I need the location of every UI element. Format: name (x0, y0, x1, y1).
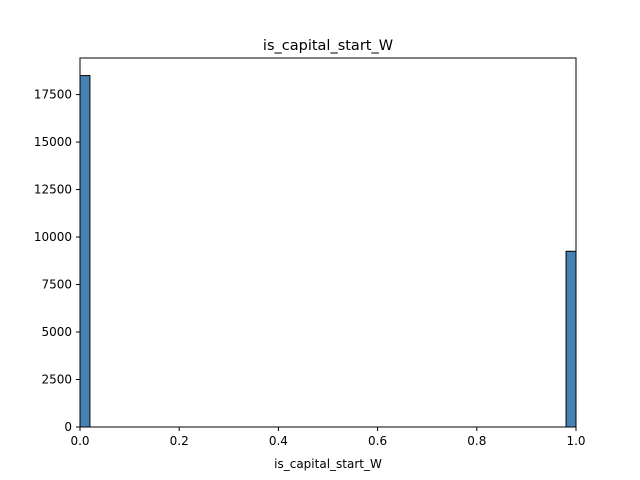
y-tick-label: 10000 (34, 230, 72, 244)
y-tick-label: 5000 (41, 325, 72, 339)
plot-frame (79, 57, 577, 428)
chart-title: is_capital_start_W (263, 38, 393, 54)
y-tick-label: 7500 (41, 278, 72, 292)
x-tick-label: 0.0 (70, 434, 89, 448)
histogram-bar-1 (565, 250, 577, 428)
y-tick-label: 2500 (41, 373, 72, 387)
x-tick-label: 1.0 (566, 434, 585, 448)
y-tick-label: 17500 (34, 88, 72, 102)
histogram-bar-0 (79, 75, 91, 428)
x-axis-label: is_capital_start_W (274, 457, 382, 471)
x-tick-label: 0.6 (368, 434, 387, 448)
histogram-bars (79, 75, 577, 428)
y-axis-ticks: 0 2500 5000 7500 10000 12500 15000 17500 (34, 88, 80, 434)
y-tick-label: 15000 (34, 135, 72, 149)
y-tick-label: 0 (64, 420, 72, 434)
y-tick-label: 12500 (34, 183, 72, 197)
x-tick-label: 0.8 (467, 434, 486, 448)
x-tick-label: 0.2 (170, 434, 189, 448)
x-axis-ticks: 0.0 0.2 0.4 0.6 0.8 1.0 (70, 427, 586, 448)
x-tick-label: 0.4 (269, 434, 288, 448)
